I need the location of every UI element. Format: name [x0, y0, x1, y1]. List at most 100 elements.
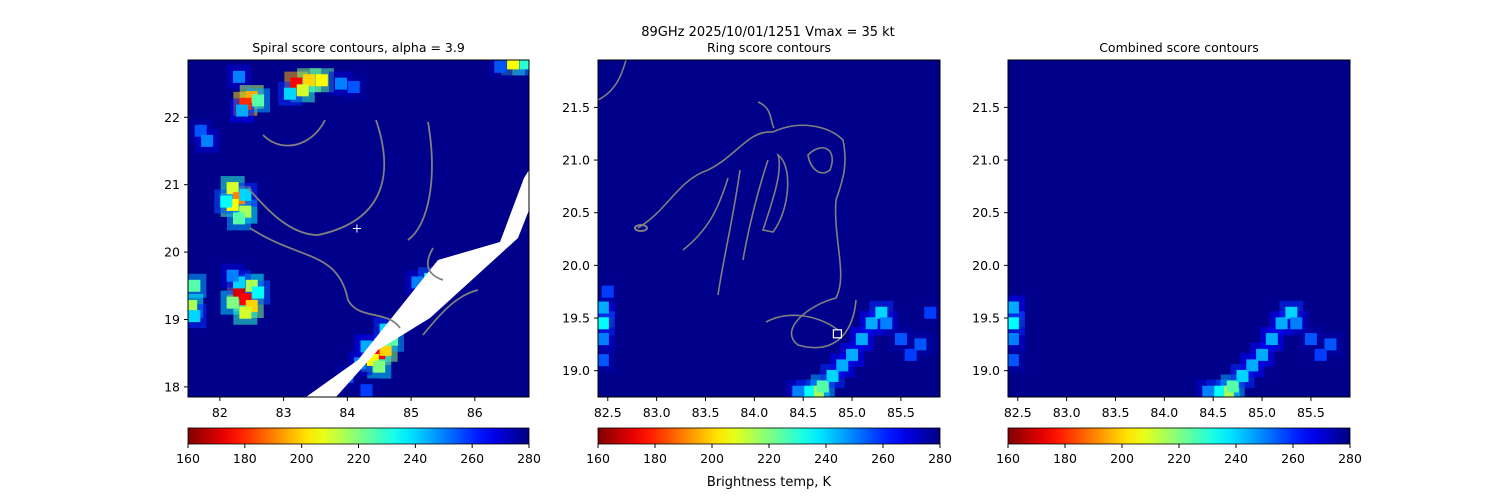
heatmap-cell [347, 80, 360, 93]
heatmap-cell [239, 188, 252, 201]
heatmap-cell [1008, 301, 1019, 314]
colorbar-tick-label: 280 [928, 451, 952, 466]
colorbar-tick-label: 240 [403, 451, 427, 466]
heatmap-cell [792, 385, 805, 397]
colorbar-tick-label: 200 [1110, 451, 1134, 466]
heatmap-cell [494, 60, 507, 73]
colorbar-tick-label: 160 [176, 451, 200, 466]
colorbar [187, 427, 530, 445]
score-contour [598, 60, 627, 101]
plot-frame [597, 59, 941, 398]
colorbar-tick-label: 280 [517, 451, 541, 466]
heatmap-cell [1008, 333, 1019, 346]
heatmap-cell [226, 296, 239, 309]
heatmap-cell [855, 333, 868, 346]
colorbar-tick-label: 160 [996, 451, 1020, 466]
heatmap-cell [875, 306, 888, 319]
heatmap-cell [816, 380, 829, 393]
score-contour [807, 147, 833, 174]
heatmap-cell [1008, 354, 1019, 367]
x-tick-label: 83.0 [643, 405, 671, 420]
heatmap-cell [519, 60, 529, 70]
colorbar-tick-label: 260 [1281, 451, 1305, 466]
x-tick-label: 84 [339, 405, 355, 420]
center-marker [832, 329, 843, 339]
colorbar [1007, 427, 1351, 445]
heatmap-cell [598, 317, 609, 330]
y-tick-label: 20.0 [562, 258, 590, 273]
score-contour [717, 169, 741, 296]
colorbar-tick-label: 260 [871, 451, 895, 466]
y-tick-label: 21.0 [972, 153, 1000, 168]
score-contour [247, 119, 386, 236]
heatmap-cell [188, 279, 201, 292]
plot-background [1008, 60, 1350, 397]
score-contour [761, 153, 789, 233]
colorbar-label: Brightness temp, K [707, 475, 832, 490]
y-tick-label: 19.5 [972, 311, 1000, 326]
heatmap-cell [303, 74, 316, 87]
heatmap-cell [296, 84, 309, 97]
heatmap-cell [188, 310, 201, 323]
heatmap-cell [924, 306, 937, 319]
x-tick-label: 84.5 [1199, 405, 1227, 420]
y-tick-label: 20.5 [562, 205, 590, 220]
heatmap-cell [1314, 348, 1327, 361]
panel-title: Ring score contours [707, 40, 831, 55]
heatmap-cell [846, 348, 859, 361]
heatmap-cell [252, 94, 265, 107]
heatmap-cell [226, 182, 239, 195]
score-contour [765, 314, 839, 331]
heatmap-cell [1290, 317, 1303, 330]
x-tick-label: 84.0 [1150, 405, 1178, 420]
y-tick-label: 20.0 [972, 258, 1000, 273]
center-marker [352, 224, 361, 233]
y-tick-label: 20.5 [972, 205, 1000, 220]
colorbar-tick-label: 220 [1167, 451, 1191, 466]
y-tick-label: 18 [164, 379, 180, 394]
panel-2: Ring score contours 82.5 83.0 83.5 84.0 84.5 8… [562, 40, 952, 466]
colorbar-tick-label: 220 [347, 451, 371, 466]
panel-title: Combined score contours [1099, 40, 1259, 55]
score-contour [407, 121, 433, 241]
heatmap-cell [865, 317, 878, 330]
panel-title: Spiral score contours, alpha = 3.9 [252, 40, 465, 55]
heatmap-cell [1202, 385, 1215, 397]
colorbar-tick-label: 180 [233, 451, 257, 466]
x-tick-label: 83.5 [1102, 405, 1130, 420]
figure-suptitle: 89GHz 2025/10/01/1251 Vmax = 35 kt [641, 25, 895, 40]
heatmap-cell [598, 301, 609, 314]
colorbar-tick-label: 240 [814, 451, 838, 466]
heatmap-cell [188, 300, 198, 313]
x-tick-label: 85.0 [838, 405, 866, 420]
x-tick-label: 82 [212, 405, 228, 420]
heatmap-cell [507, 60, 520, 70]
y-tick-label: 22 [164, 110, 180, 125]
score-contour [422, 289, 479, 336]
colorbar [597, 427, 941, 445]
heatmap-cell [802, 385, 815, 397]
colorbar-tick-label: 280 [1338, 451, 1362, 466]
heatmap-cell [1256, 348, 1269, 361]
heatmap-cell [880, 317, 893, 330]
score-contour [637, 124, 857, 349]
heatmap-cell [220, 195, 233, 208]
heatmap-cell [1226, 380, 1239, 393]
heatmap-cell [194, 124, 207, 137]
colorbar-tick-label: 260 [460, 451, 484, 466]
heatmap-cell [334, 77, 347, 90]
heatmap-cell [239, 306, 252, 319]
score-contour [757, 101, 775, 129]
heatmap-cell [373, 360, 386, 373]
heatmap-cell [315, 74, 328, 87]
y-tick-label: 20 [164, 245, 180, 260]
heatmap-cell [826, 369, 839, 382]
heatmap-cell [601, 285, 614, 298]
plot-area [1008, 295, 1343, 397]
heatmap-cell [236, 104, 249, 117]
plot-area [188, 60, 529, 397]
heatmap-cell [201, 134, 214, 147]
heatmap-cell [232, 70, 245, 83]
x-tick-label: 86 [467, 405, 483, 420]
heatmap-cell [1304, 333, 1317, 346]
